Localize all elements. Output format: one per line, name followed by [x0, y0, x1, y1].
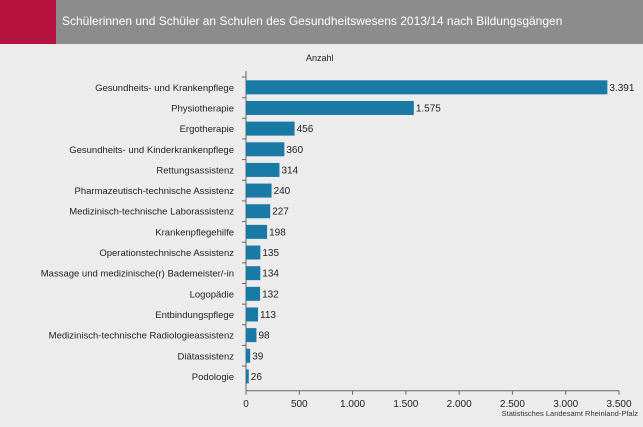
category-label: Diätassistenz — [178, 351, 235, 362]
category-label: Operationstechnische Assistenz — [99, 248, 234, 259]
value-label: 198 — [269, 227, 286, 238]
category-label: Ergotherapie — [180, 124, 234, 135]
value-label: 3.391 — [609, 83, 634, 94]
value-label: 227 — [272, 207, 289, 218]
x-tick-label: 1.000 — [340, 399, 365, 410]
bar — [246, 348, 251, 363]
category-label: Gesundheits- und Krankenpflege — [95, 83, 234, 94]
x-tick-label: 3.500 — [606, 399, 631, 410]
category-label: Krankenpflegehilfe — [155, 227, 234, 238]
value-label: 132 — [262, 289, 279, 300]
category-label: Podologie — [192, 372, 234, 383]
value-label: 314 — [281, 165, 298, 176]
bar — [246, 162, 280, 177]
bar — [246, 204, 271, 219]
bar — [246, 328, 257, 343]
category-label: Logopädie — [190, 289, 234, 300]
bar — [246, 121, 295, 136]
bar — [246, 142, 285, 157]
category-label: Massage und medizinische(r) Bademeister/… — [41, 269, 234, 280]
category-label: Medizinisch-technische Laborassistenz — [69, 207, 234, 218]
chart-title: Schülerinnen und Schüler an Schulen des … — [62, 14, 563, 28]
value-label: 113 — [260, 310, 276, 321]
bar-chart: Anzahl Gesundheits- und Krankenpflege 3.39… — [41, 53, 639, 418]
category-label: Entbindungspflege — [155, 310, 234, 321]
x-tick-label: 2.000 — [447, 399, 472, 410]
category-label: Rettungsassistenz — [156, 165, 234, 176]
bar — [246, 266, 261, 281]
value-label: 456 — [297, 124, 314, 135]
category-label: Gesundheits- und Kinderkrankenpflege — [69, 145, 234, 156]
x-tick-label: 3.000 — [553, 399, 578, 410]
bar — [246, 224, 268, 239]
header-accent-block — [0, 0, 56, 44]
chart-header: Schülerinnen und Schüler an Schulen des … — [0, 0, 643, 44]
bar — [246, 80, 608, 95]
value-label: 26 — [251, 372, 263, 383]
x-tick-label: 0 — [243, 399, 249, 410]
category-label: Medizinisch-technische Radiologieassiste… — [49, 331, 235, 342]
chart-area: Anzahl Gesundheits- und Krankenpflege 3.39… — [0, 44, 643, 422]
bar — [246, 245, 261, 260]
value-label: 360 — [286, 145, 303, 156]
bar — [246, 100, 414, 115]
bar — [246, 183, 272, 198]
x-tick-label: 500 — [291, 399, 308, 410]
value-label: 98 — [258, 331, 270, 342]
value-label: 134 — [262, 269, 279, 280]
bar — [246, 286, 261, 301]
category-label: Physiotherapie — [171, 103, 234, 114]
x-tick-label: 1.500 — [393, 399, 418, 410]
category-label: Pharmazeutisch-technische Assistenz — [75, 186, 235, 197]
value-label: 240 — [274, 186, 291, 197]
source-label: Statistisches Landesamt Rheinland-Pfalz — [502, 409, 639, 418]
unit-label: Anzahl — [306, 53, 334, 63]
value-label: 135 — [262, 248, 279, 259]
bar — [246, 307, 259, 322]
x-tick-label: 2.500 — [500, 399, 525, 410]
value-label: 39 — [252, 351, 264, 362]
value-label: 1.575 — [416, 103, 441, 114]
bar — [246, 369, 249, 384]
